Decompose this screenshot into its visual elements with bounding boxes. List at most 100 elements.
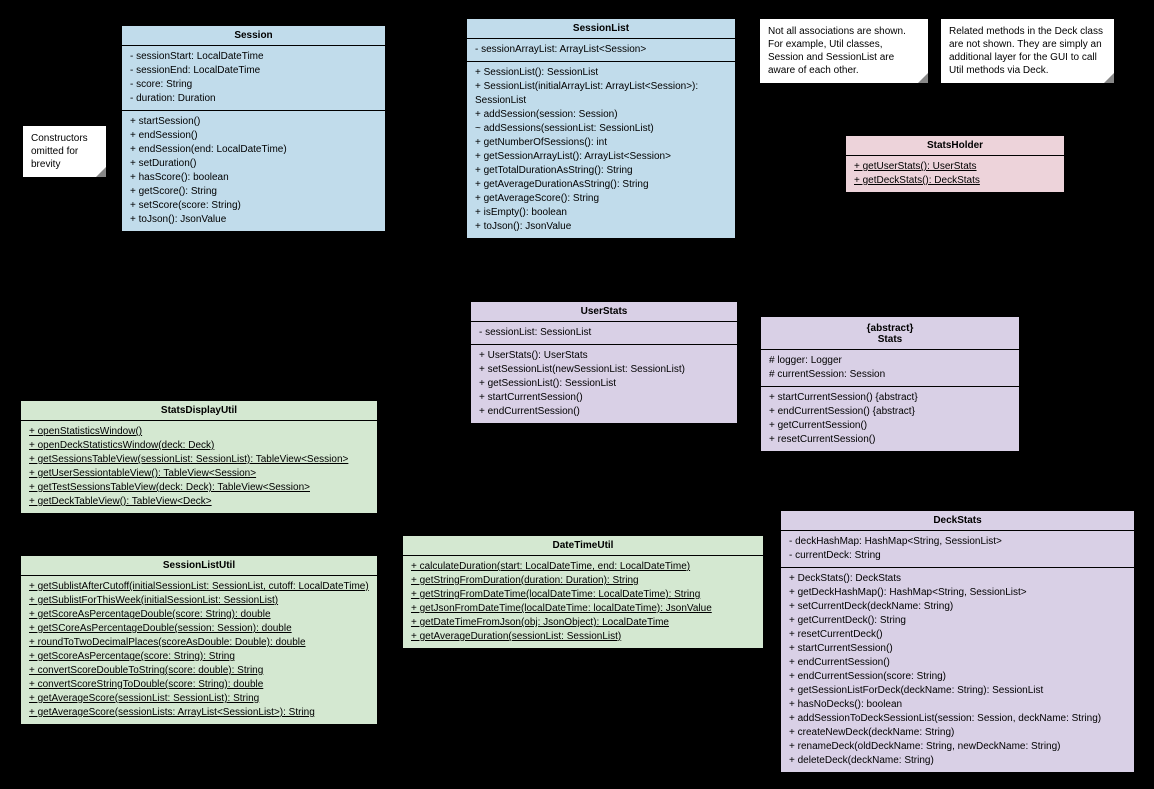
operation-row: + addSessionToDeckSessionList(session: S…	[789, 712, 1126, 726]
attribute-row: # logger: Logger	[769, 354, 1011, 368]
operation-row: + calculateDuration(start: LocalDateTime…	[411, 560, 755, 574]
attribute-row: - duration: Duration	[130, 92, 377, 106]
class-name: StatsHolder	[846, 136, 1064, 156]
operation-row: ~ addSessions(sessionList: SessionList)	[475, 122, 727, 136]
class-userstats: UserStats - sessionList: SessionList + Use…	[470, 301, 738, 424]
attribute-row: - sessionStart: LocalDateTime	[130, 50, 377, 64]
class-name: SessionList	[467, 19, 735, 39]
attribute-row: - sessionArrayList: ArrayList<Session>	[475, 43, 727, 57]
class-deckstats: DeckStats - deckHashMap: HashMap<String, …	[780, 510, 1135, 773]
class-name: DateTimeUtil	[403, 536, 763, 556]
operation-row: + SessionList(): SessionList	[475, 66, 727, 80]
attribute-row: - currentDeck: String	[789, 549, 1126, 563]
attributes: - sessionArrayList: ArrayList<Session>	[467, 39, 735, 62]
note-constructors: Constructors omitted for brevity	[22, 125, 107, 178]
class-name: {abstract}Stats	[761, 317, 1019, 350]
attribute-row: - score: String	[130, 78, 377, 92]
operation-row: + toJson(): JsonValue	[475, 220, 727, 234]
operation-row: + hasNoDecks(): boolean	[789, 698, 1126, 712]
operation-row: + getDeckTableView(): TableView<Deck>	[29, 495, 369, 509]
class-name: UserStats	[471, 302, 737, 322]
class-name: Session	[122, 26, 385, 46]
operation-row: + SessionList(initialArrayList: ArrayLis…	[475, 80, 727, 108]
note-associations: Not all associations are shown. For exam…	[759, 18, 929, 84]
attribute-row: - deckHashMap: HashMap<String, SessionLi…	[789, 535, 1126, 549]
operation-row: + createNewDeck(deckName: String)	[789, 726, 1126, 740]
class-statsdisplayutil: StatsDisplayUtil+ openStatisticsWindow()…	[20, 400, 378, 514]
operation-row: + getScoreAsPercentageDouble(score: Stri…	[29, 608, 369, 622]
attributes: # logger: Logger# currentSession: Sessio…	[761, 350, 1019, 387]
class-datetimeutil: DateTimeUtil + calculateDuration(start: L…	[402, 535, 764, 649]
class-sessionlistutil: SessionListUtil+ getSublistAfterCutoff(i…	[20, 555, 378, 725]
attributes: - deckHashMap: HashMap<String, SessionLi…	[781, 531, 1134, 568]
class-statsholder: StatsHolder + getUserStats(): UserStats+ …	[845, 135, 1065, 193]
attributes: - sessionList: SessionList	[471, 322, 737, 345]
operation-row: + startCurrentSession()	[789, 642, 1126, 656]
operations: + calculateDuration(start: LocalDateTime…	[403, 556, 763, 648]
operation-row: + getAverageScore(sessionLists: ArrayLis…	[29, 706, 369, 720]
operation-row: + toJson(): JsonValue	[130, 213, 377, 227]
operation-row: + getSessionListForDeck(deckName: String…	[789, 684, 1126, 698]
operation-row: + endSession(end: LocalDateTime)	[130, 143, 377, 157]
class-name: StatsDisplayUtil	[21, 401, 377, 421]
operation-row: + getDeckHashMap(): HashMap<String, Sess…	[789, 586, 1126, 600]
operation-row: + getStringFromDateTime(localDateTime: L…	[411, 588, 755, 602]
operation-row: + openStatisticsWindow()	[29, 425, 369, 439]
operation-row: + getCurrentDeck(): String	[789, 614, 1126, 628]
attribute-row: - sessionList: SessionList	[479, 326, 729, 340]
operation-row: + DeckStats(): DeckStats	[789, 572, 1126, 586]
operation-row: + getStringFromDuration(duration: Durati…	[411, 574, 755, 588]
operation-row: + getAverageScore(sessionList: SessionLi…	[29, 692, 369, 706]
operation-row: + getDeckStats(): DeckStats	[854, 174, 1056, 188]
operation-row: + convertScoreDoubleToString(score: doub…	[29, 664, 369, 678]
operation-row: + endCurrentSession()	[479, 405, 729, 419]
operation-row: + resetCurrentDeck()	[789, 628, 1126, 642]
operation-row: + getUserStats(): UserStats	[854, 160, 1056, 174]
operation-row: + getSublistAfterCutoff(initialSessionLi…	[29, 580, 369, 594]
operation-row: + getSublistForThisWeek(initialSessionLi…	[29, 594, 369, 608]
operation-row: + endCurrentSession()	[789, 656, 1126, 670]
operation-row: + renameDeck(oldDeckName: String, newDec…	[789, 740, 1126, 754]
operation-row: + getScore(): String	[130, 185, 377, 199]
operation-row: + getNumberOfSessions(): int	[475, 136, 727, 150]
operation-row: + openDeckStatisticsWindow(deck: Deck)	[29, 439, 369, 453]
operation-row: + getSCoreAsPercentageDouble(session: Se…	[29, 622, 369, 636]
operation-row: + setScore(score: String)	[130, 199, 377, 213]
operation-row: + getScoreAsPercentage(score: String): S…	[29, 650, 369, 664]
operation-row: + addSession(session: Session)	[475, 108, 727, 122]
class-name: DeckStats	[781, 511, 1134, 531]
operation-row: + getTestSessionsTableView(deck: Deck): …	[29, 481, 369, 495]
operation-row: + startCurrentSession()	[479, 391, 729, 405]
operation-row: + getDateTimeFromJson(obj: JsonObject): …	[411, 616, 755, 630]
operations: + getSublistAfterCutoff(initialSessionLi…	[21, 576, 377, 724]
operations: + openStatisticsWindow()+ openDeckStatis…	[21, 421, 377, 513]
stereotype: {abstract}	[767, 321, 1013, 334]
operation-row: + getAverageDurationAsString(): String	[475, 178, 727, 192]
note-deck-methods: Related methods in the Deck class are no…	[940, 18, 1115, 84]
operations: + startCurrentSession() {abstract}+ endC…	[761, 387, 1019, 451]
operation-row: + setDuration()	[130, 157, 377, 171]
operation-row: + UserStats(): UserStats	[479, 349, 729, 363]
operations: + SessionList(): SessionList+ SessionLis…	[467, 62, 735, 238]
operation-row: + getTotalDurationAsString(): String	[475, 164, 727, 178]
operation-row: + setCurrentDeck(deckName: String)	[789, 600, 1126, 614]
class-sessionlist: SessionList - sessionArrayList: ArrayList…	[466, 18, 736, 239]
operation-row: + hasScore(): boolean	[130, 171, 377, 185]
operation-row: + roundToTwoDecimalPlaces(scoreAsDouble:…	[29, 636, 369, 650]
operation-row: + getAverageDuration(sessionList: Sessio…	[411, 630, 755, 644]
operation-row: + getUserSessiontableView(): TableView<S…	[29, 467, 369, 481]
attribute-row: - sessionEnd: LocalDateTime	[130, 64, 377, 78]
operations: + startSession()+ endSession()+ endSessi…	[122, 111, 385, 231]
attribute-row: # currentSession: Session	[769, 368, 1011, 382]
operation-row: + getJsonFromDateTime(localDateTime: loc…	[411, 602, 755, 616]
operation-row: + convertScoreStringToDouble(score: Stri…	[29, 678, 369, 692]
operations: + DeckStats(): DeckStats+ getDeckHashMap…	[781, 568, 1134, 772]
class-stats: {abstract}Stats# logger: Logger# current…	[760, 316, 1020, 452]
operation-row: + deleteDeck(deckName: String)	[789, 754, 1126, 768]
operation-row: + startCurrentSession() {abstract}	[769, 391, 1011, 405]
operation-row: + getSessionsTableView(sessionList: Sess…	[29, 453, 369, 467]
operation-row: + getSessionArrayList(): ArrayList<Sessi…	[475, 150, 727, 164]
class-session: Session - sessionStart: LocalDateTime- se…	[121, 25, 386, 232]
operation-row: + getSessionList(): SessionList	[479, 377, 729, 391]
operation-row: + endCurrentSession(score: String)	[789, 670, 1126, 684]
